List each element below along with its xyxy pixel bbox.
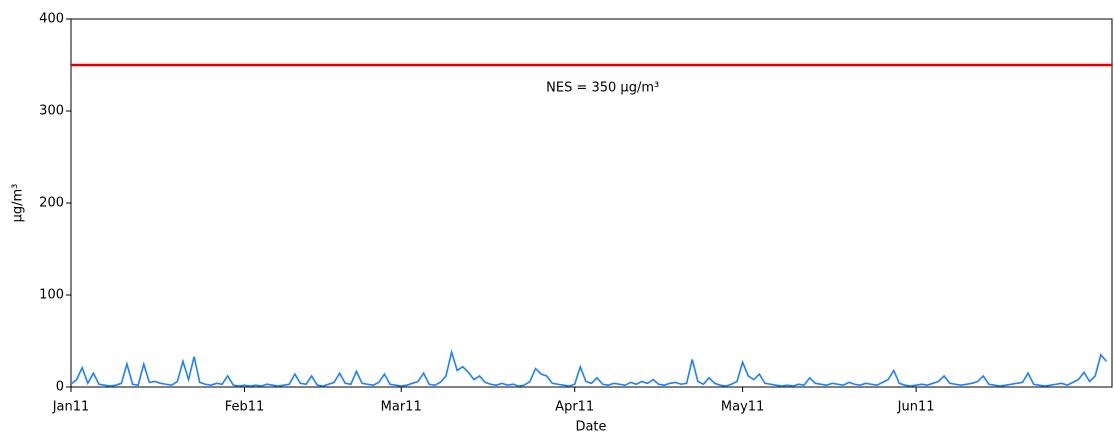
x-tick-label: Feb11 <box>225 400 265 415</box>
x-tick-label: Jun11 <box>897 400 935 415</box>
y-tick-label: 0 <box>56 380 64 395</box>
data-line <box>70 348 1108 387</box>
plot-frame <box>70 18 1113 388</box>
x-tick-label: Jan11 <box>52 400 90 415</box>
x-axis-label: Date <box>575 420 606 435</box>
x-tick-label: Mar11 <box>381 400 422 415</box>
y-tick-label: 400 <box>39 12 64 27</box>
x-tick-label: Apr11 <box>555 400 594 415</box>
y-tick-label: 300 <box>39 104 64 119</box>
x-tick-label: May11 <box>721 400 764 415</box>
y-axis-label: µg/m³ <box>11 184 26 223</box>
y-tick-label: 200 <box>39 196 64 211</box>
annotation: NES = 350 µg/m³ <box>546 81 659 96</box>
y-tick-label: 100 <box>39 288 64 303</box>
